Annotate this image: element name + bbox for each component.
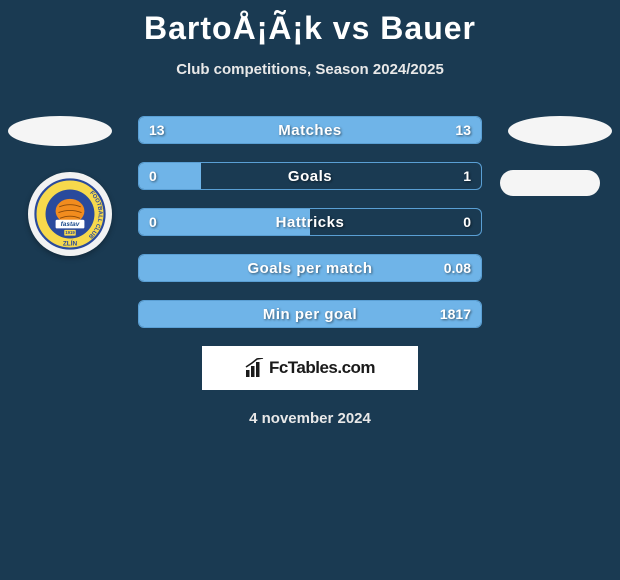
stat-bars: 13Matches130Goals10Hattricks0Goals per m… [138, 116, 482, 328]
player-badge-left [8, 116, 112, 146]
stat-bar: Goals per match0.08 [138, 254, 482, 282]
stat-value-right: 1 [463, 163, 471, 189]
player-badge-right [508, 116, 612, 146]
stat-value-right: 13 [455, 117, 471, 143]
stat-label: Min per goal [139, 301, 481, 327]
svg-text:ZLÍN: ZLÍN [63, 239, 78, 248]
stat-label: Matches [139, 117, 481, 143]
stat-bar: Min per goal1817 [138, 300, 482, 328]
stat-label: Goals per match [139, 255, 481, 281]
subtitle: Club competitions, Season 2024/2025 [0, 61, 620, 78]
date-label: 4 november 2024 [0, 410, 620, 427]
stat-label: Hattricks [139, 209, 481, 235]
comparison-content: FOOTBALL CLUB ZLÍN fastav 1919 13Matches… [0, 116, 620, 390]
brand-text: FcTables.com [269, 358, 375, 378]
svg-text:fastav: fastav [61, 221, 80, 228]
page-title: BartoÅ¡Ã¡k vs Bauer [0, 0, 620, 47]
brand-badge[interactable]: FcTables.com [202, 346, 418, 390]
club-logo-left: FOOTBALL CLUB ZLÍN fastav 1919 [28, 172, 112, 256]
stat-value-right: 1817 [440, 301, 471, 327]
stat-bar: 13Matches13 [138, 116, 482, 144]
svg-text:1919: 1919 [65, 230, 75, 235]
stat-bar: 0Hattricks0 [138, 208, 482, 236]
stat-value-right: 0.08 [444, 255, 471, 281]
brand-chart-icon [245, 358, 265, 378]
stat-label: Goals [139, 163, 481, 189]
fastav-zlin-logo-icon: FOOTBALL CLUB ZLÍN fastav 1919 [34, 178, 106, 250]
club-logo-right [500, 170, 600, 196]
stat-bar: 0Goals1 [138, 162, 482, 190]
stat-value-right: 0 [463, 209, 471, 235]
